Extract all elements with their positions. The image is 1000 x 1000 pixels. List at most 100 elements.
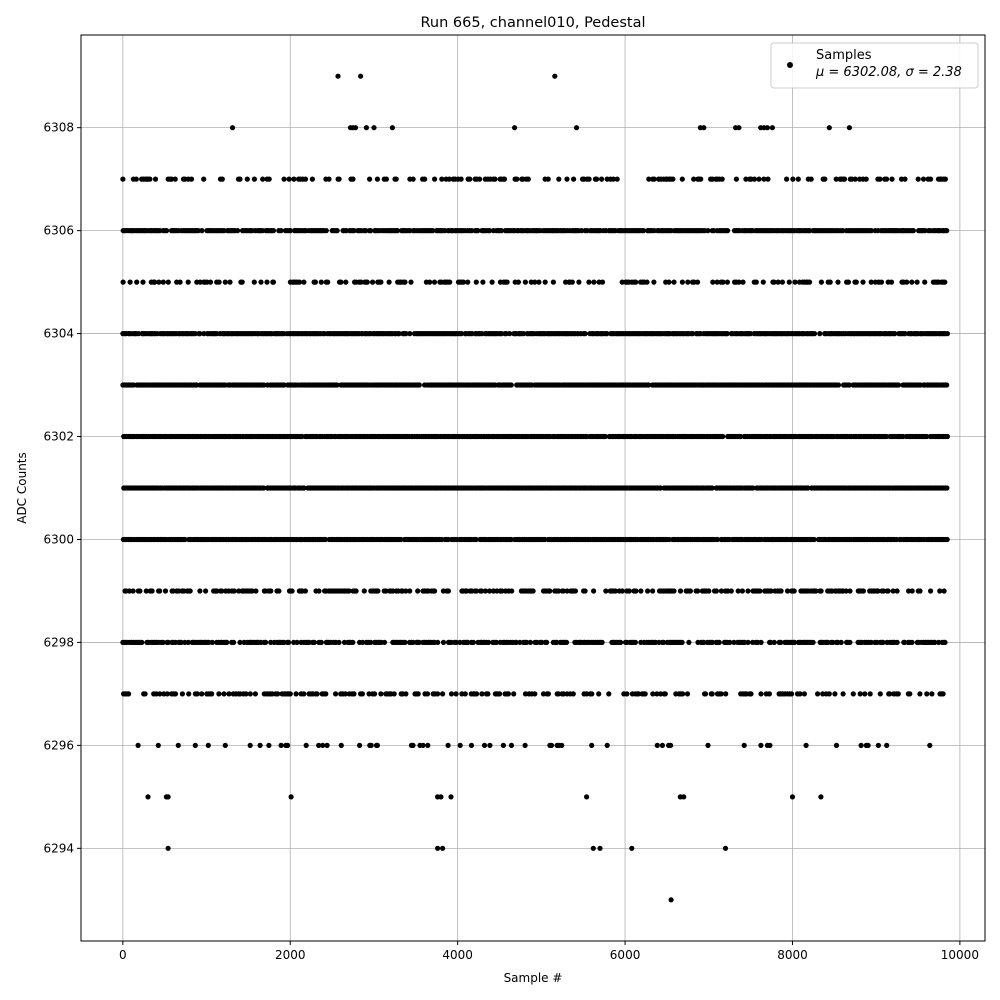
data-point [197,588,203,594]
data-point [446,176,452,182]
data-point [222,742,228,749]
data-point [917,588,923,594]
data-point [352,125,359,131]
data-point [843,588,849,594]
data-point [599,176,605,182]
data-point [629,845,635,851]
data-point [719,176,725,182]
data-point [765,176,771,182]
data-point [767,742,773,749]
data-point [239,279,245,285]
data-point [287,691,293,697]
data-point [403,691,409,697]
data-point [430,228,436,234]
data-point [375,588,381,594]
data-point [920,176,927,182]
data-point [868,279,874,285]
data-point [818,794,824,800]
data-point [149,588,155,594]
data-point [547,588,553,594]
data-point [545,176,551,182]
data-point [323,228,329,234]
data-point [884,742,890,749]
data-point [695,588,701,594]
data-point [924,433,930,440]
data-point [525,176,531,182]
data-point [431,279,438,285]
y-tick-label: 6306 [43,224,74,238]
data-point [597,845,603,851]
data-point [447,279,453,285]
data-point [358,73,364,79]
data-point [501,176,508,182]
data-point [530,588,536,594]
data-point [410,176,416,182]
data-point [432,176,438,182]
data-point [172,691,179,697]
data-point [771,639,777,646]
data-point [914,279,920,285]
data-point [192,742,198,749]
data-point [410,742,416,749]
data-point [351,228,357,234]
y-axis-ticks: 6294 6296 6298 6300 6302 6304 6306 6308 [43,121,81,855]
chart-title: Run 665, channel010, Pedestal [420,15,645,31]
data-point [486,639,492,646]
data-point [139,639,145,646]
data-point [374,742,380,749]
data-point [445,588,451,594]
data-point [679,279,686,285]
data-point [192,331,198,337]
data-point [511,691,517,697]
data-point [602,433,608,440]
data-point [133,176,139,182]
data-point [840,228,846,234]
data-point [942,279,948,285]
data-point [758,742,764,749]
data-point [877,691,883,697]
data-point [784,588,791,594]
data-point [407,331,413,337]
data-point [435,691,441,697]
data-point [368,228,374,234]
data-point [582,588,588,594]
data-point [835,279,841,285]
data-point [360,639,366,646]
data-point [462,691,468,697]
data-point [293,691,299,697]
data-point [646,382,652,388]
data-point [249,588,255,594]
data-point [511,125,518,131]
data-point [185,639,191,646]
data-point [383,176,389,182]
data-point [684,691,691,697]
data-point [578,228,585,234]
data-point [790,176,796,182]
data-point [670,176,676,182]
data-point [626,588,632,594]
data-point [391,691,397,697]
data-point [504,279,510,285]
data-point [599,279,606,285]
data-point [709,691,715,697]
data-point [944,331,951,337]
data-point [266,742,272,749]
data-point [187,588,193,594]
data-point [929,691,935,697]
data-point [797,691,803,697]
data-point [544,639,550,646]
data-point [403,588,409,594]
data-point [671,588,677,594]
data-point [733,176,740,182]
data-point [709,639,715,646]
data-point [316,742,322,749]
y-tick-label: 6294 [43,841,74,855]
data-point [867,691,873,697]
data-point [917,691,923,697]
data-point [582,331,588,337]
data-point [738,433,744,440]
data-point [944,536,950,543]
data-point [751,176,758,182]
data-point [270,228,277,234]
data-point [427,279,433,285]
